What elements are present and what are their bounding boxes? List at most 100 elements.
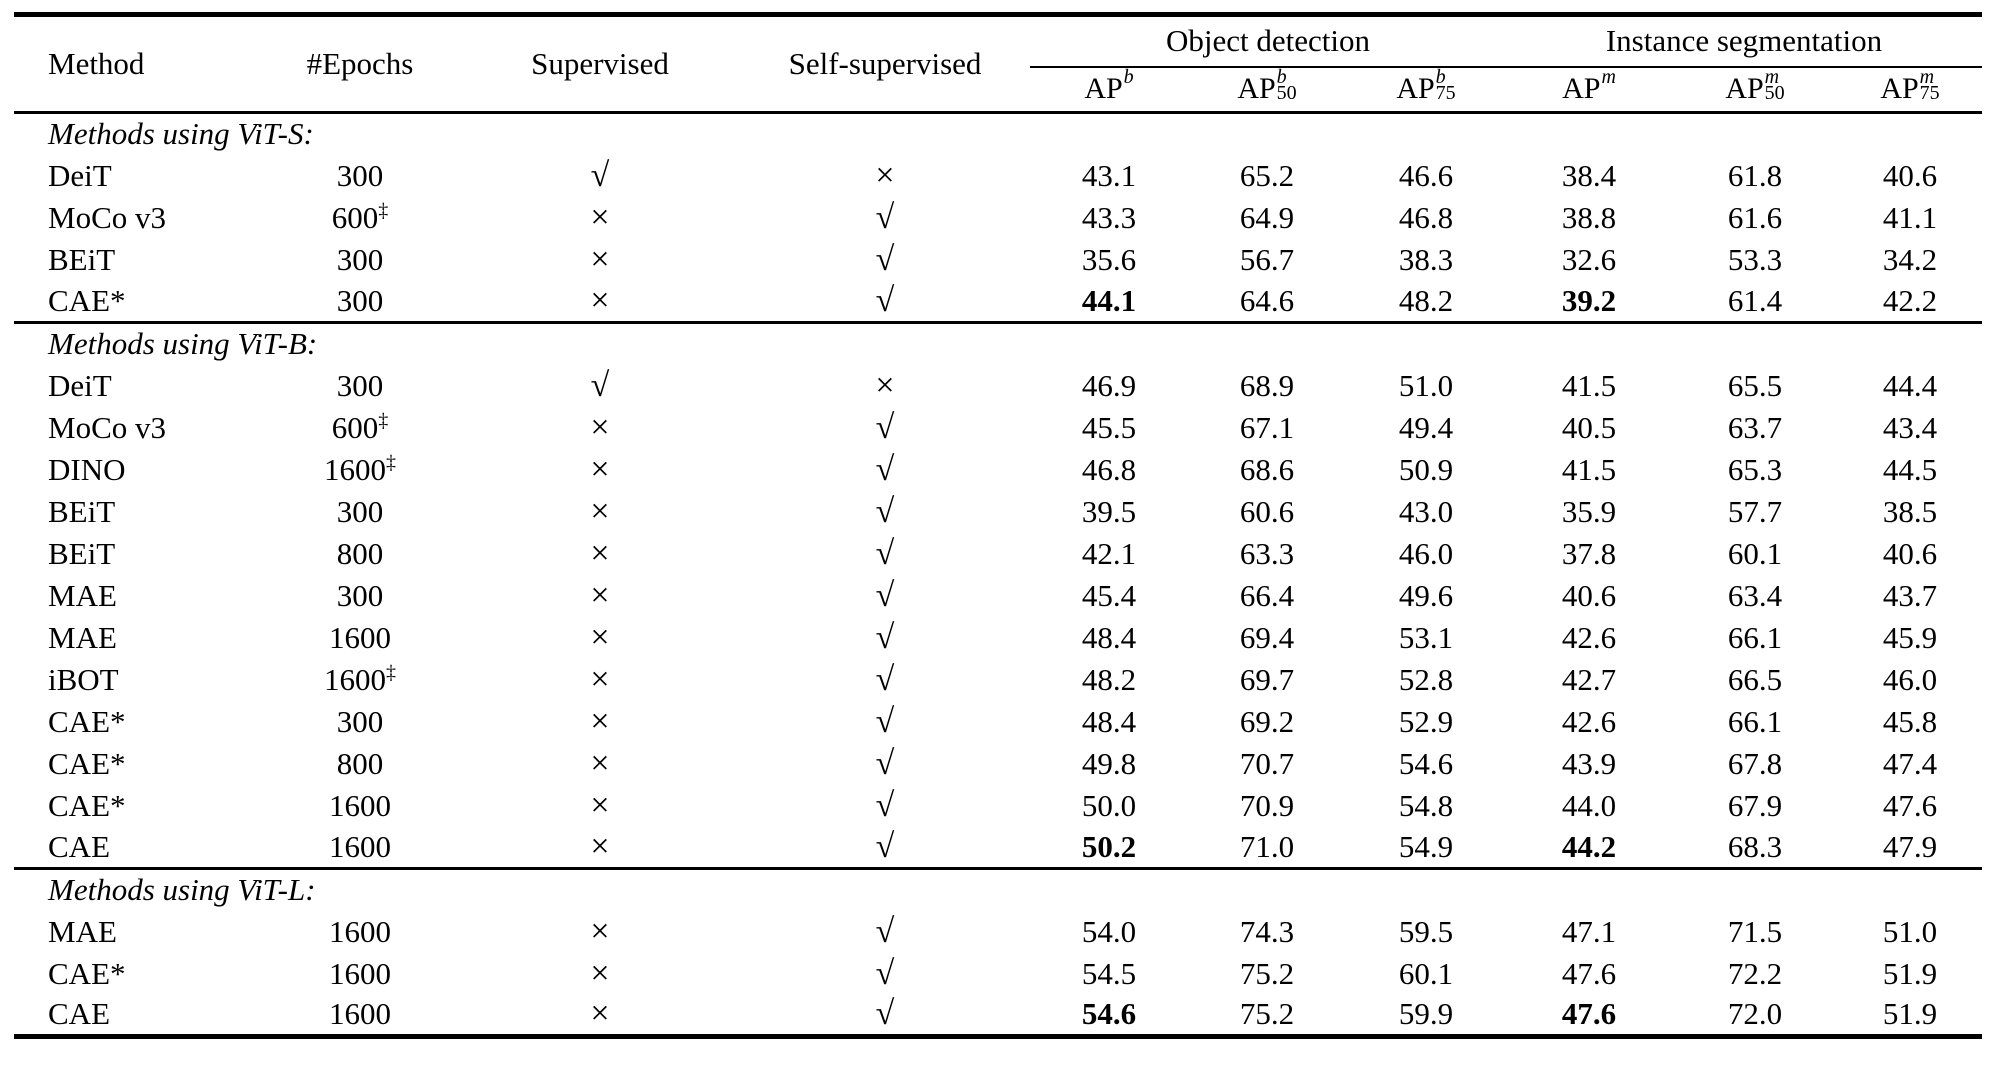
metric-value: 47.9 [1882, 828, 1938, 864]
self-supervised-check-mark: √ [875, 534, 895, 572]
metric-value: 47.6 [1882, 787, 1938, 823]
section-header-row: Methods using ViT-L: [14, 868, 1982, 911]
table-row: CAE* 800 × √ 49.8 70.7 54.6 43.9 67.8 47.4 [14, 743, 1982, 785]
supervised-cross-mark: × [590, 198, 610, 236]
self-supervised-cross-mark: × [875, 156, 895, 194]
method-cell: DINO [48, 451, 126, 487]
table-body: Methods using ViT-S: DeiT 300 √ × 43.1 65.2 46.… [14, 113, 1982, 1037]
self-supervised-check-mark: √ [875, 660, 895, 698]
table-row: DINO 1600‡ × √ 46.8 68.6 50.9 41.5 65.3 44.5 [14, 449, 1982, 491]
epochs-cell: 300 [336, 493, 384, 529]
supervised-check-mark: √ [590, 366, 610, 404]
supervised-cross-mark: × [590, 954, 610, 992]
metric-value: 66.5 [1727, 661, 1783, 697]
metric-value: 67.9 [1727, 787, 1783, 823]
metric-value: 72.0 [1727, 996, 1783, 1032]
table-row: CAE* 1600 × √ 54.5 75.2 60.1 47.6 72.2 51.9 [14, 953, 1982, 995]
metric-value: 43.4 [1882, 409, 1938, 445]
metric-value: 46.6 [1398, 157, 1454, 193]
self-supervised-check-mark: √ [875, 240, 895, 278]
double-dagger-marker: ‡ [386, 451, 396, 474]
metric-base: AP [1562, 72, 1601, 106]
metric-value: 42.1 [1081, 535, 1137, 571]
metric-sup: m [1919, 66, 1935, 89]
metric-value: 42.7 [1561, 661, 1617, 697]
metric-value: 64.9 [1239, 199, 1295, 235]
metric-value: 41.5 [1561, 367, 1617, 403]
method-cell: MoCo v3 [48, 199, 166, 235]
metric-value: 43.3 [1081, 199, 1137, 235]
metric-sup: b [1276, 66, 1287, 89]
metric-value: 71.5 [1727, 913, 1783, 949]
results-table: Method #Epochs Supervised Self-supervise… [14, 12, 1982, 1039]
metric-value: 43.0 [1398, 493, 1454, 529]
metric-value: 71.0 [1239, 828, 1295, 864]
supervised-cross-mark: × [590, 660, 610, 698]
metric-value: 51.0 [1398, 367, 1454, 403]
table-row: MAE 300 × √ 45.4 66.4 49.6 40.6 63.4 43.7 [14, 575, 1982, 617]
metric-value: 51.9 [1882, 996, 1938, 1032]
table-row: iBOT 1600‡ × √ 48.2 69.7 52.8 42.7 66.5 46.0 [14, 659, 1982, 701]
col-header-ap-mask: AP m [1506, 67, 1672, 113]
supervised-check-mark: √ [590, 156, 610, 194]
metric-value: 44.2 [1561, 828, 1617, 864]
method-cell: CAE* [48, 703, 126, 739]
epochs-cell: 300 [336, 282, 384, 318]
metric-value: 69.4 [1239, 619, 1295, 655]
metric-value: 44.4 [1882, 367, 1938, 403]
supervised-cross-mark: × [590, 576, 610, 614]
method-cell: MAE [48, 619, 117, 655]
metric-value: 63.7 [1727, 409, 1783, 445]
method-cell: CAE [48, 996, 110, 1032]
metric-value: 40.5 [1561, 409, 1617, 445]
epochs-cell: 1600‡ [324, 451, 396, 487]
epochs-cell: 600‡ [331, 409, 389, 445]
metric-value: 72.2 [1727, 955, 1783, 991]
metric-value: 47.6 [1561, 996, 1617, 1032]
table-row: CAE* 300 × √ 48.4 69.2 52.9 42.6 66.1 45.8 [14, 701, 1982, 743]
epochs-cell: 300 [336, 367, 384, 403]
method-cell: CAE* [48, 745, 126, 781]
metric-value: 38.3 [1398, 241, 1454, 277]
metric-value: 40.6 [1561, 577, 1617, 613]
self-supervised-check-mark: √ [875, 995, 895, 1033]
method-cell: CAE* [48, 787, 126, 823]
supervised-cross-mark: × [590, 240, 610, 278]
col-header-ap-box: AP b [1030, 67, 1188, 113]
metric-value: 70.7 [1239, 745, 1295, 781]
self-supervised-check-mark: √ [875, 492, 895, 530]
method-cell: BEiT [48, 535, 116, 571]
col-header-self-supervised: Self-supervised [788, 46, 982, 81]
metric-value: 54.8 [1398, 787, 1454, 823]
metric-value: 70.9 [1239, 787, 1295, 823]
supervised-cross-mark: × [590, 995, 610, 1033]
supervised-cross-mark: × [590, 408, 610, 446]
self-supervised-check-mark: √ [875, 702, 895, 740]
group-header-object-detection: Object detection [1030, 14, 1506, 68]
metric-value: 65.2 [1239, 157, 1295, 193]
section-header: Methods using ViT-L: [48, 872, 316, 908]
epochs-cell: 300 [336, 703, 384, 739]
section-header-row: Methods using ViT-S: [14, 113, 1982, 155]
metric-base: AP [1725, 72, 1764, 106]
epochs-cell: 1600 [329, 619, 391, 655]
table-row: MoCo v3 600‡ × √ 43.3 64.9 46.8 38.8 61.6 41.1 [14, 197, 1982, 239]
metric-value: 67.8 [1727, 745, 1783, 781]
metric-value: 49.8 [1081, 745, 1137, 781]
self-supervised-check-mark: √ [875, 618, 895, 656]
table-row: CAE* 300 × √ 44.1 64.6 48.2 39.2 61.4 42.2 [14, 281, 1982, 323]
metric-value: 60.1 [1398, 955, 1454, 991]
metric-value: 42.6 [1561, 703, 1617, 739]
method-cell: MAE [48, 913, 117, 949]
method-cell: BEiT [48, 493, 116, 529]
metric-value: 53.1 [1398, 619, 1454, 655]
method-cell: MAE [48, 577, 117, 613]
method-cell: CAE* [48, 282, 126, 318]
supervised-cross-mark: × [590, 492, 610, 530]
double-dagger-marker: ‡ [378, 409, 389, 432]
metric-value: 54.5 [1081, 955, 1137, 991]
section-header-row: Methods using ViT-B: [14, 322, 1982, 365]
supervised-cross-mark: × [590, 786, 610, 824]
table-row: BEiT 300 × √ 39.5 60.6 43.0 35.9 57.7 38.5 [14, 491, 1982, 533]
metric-value: 41.1 [1882, 199, 1938, 235]
